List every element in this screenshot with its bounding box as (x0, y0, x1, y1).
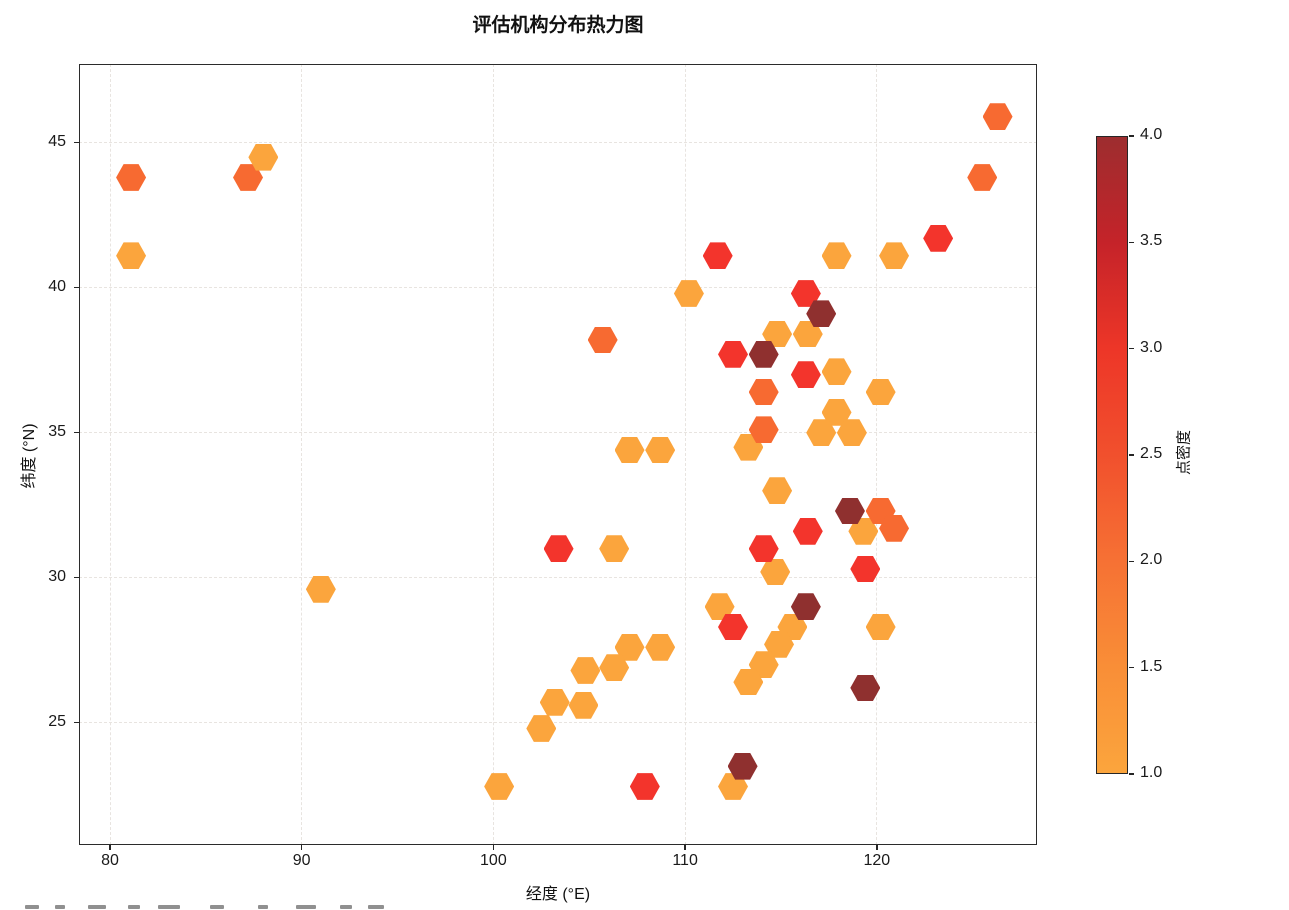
cutoff-caption-fragment (128, 905, 140, 909)
hexbin-cell (116, 242, 147, 270)
colorbar-tick-3 (1129, 347, 1134, 350)
hexbin-cell (718, 341, 749, 368)
colorbar-tick-label-2.5: 2.5 (1140, 445, 1163, 462)
chart-title: 评估机构分布热力图 (472, 15, 644, 36)
hexbin-cell (836, 419, 867, 447)
y-tick-35 (74, 431, 79, 434)
cutoff-caption-fragment (368, 905, 384, 909)
x-tick-80 (109, 845, 111, 850)
x-tick-label-90: 90 (292, 852, 311, 869)
hexbin-cell (806, 300, 837, 328)
hexbin-cell (806, 419, 837, 447)
gridline-y-25 (79, 722, 1037, 724)
colorbar-tick-2 (1129, 560, 1134, 563)
hexbin-cell (629, 773, 660, 800)
hexbin-cell (539, 689, 570, 716)
colorbar-tick-label-2: 2.0 (1140, 551, 1163, 569)
y-tick-label-25: 25 (48, 712, 66, 730)
y-axis-label: 纬度 (°N) (21, 423, 38, 489)
hexbin-cell (570, 657, 601, 684)
y-tick-30 (74, 576, 79, 579)
cutoff-caption-fragment (25, 905, 39, 909)
gridline-x-110 (684, 64, 686, 845)
hexbin-cell (967, 164, 998, 191)
gridline-y-30 (79, 577, 1037, 579)
y-tick-label-35: 35 (48, 422, 66, 440)
hexbin-cell (748, 535, 779, 563)
cutoff-caption-fragment (258, 905, 268, 909)
colorbar-tick-label-1.5: 1.5 (1140, 657, 1163, 675)
gridline-x-100 (492, 64, 494, 845)
hexbin-cell (645, 436, 676, 464)
hexbin-cell (599, 535, 630, 563)
x-tick-label-120: 120 (863, 852, 891, 869)
colorbar-tick-label-3.5: 3.5 (1140, 232, 1163, 250)
hexbin-cell (760, 558, 791, 586)
hexbin-cell (879, 242, 910, 270)
gridline-y-40 (79, 287, 1037, 289)
colorbar-tick-3.5 (1129, 241, 1134, 244)
hexbin-cell (116, 164, 147, 191)
y-tick-25 (74, 721, 79, 724)
cutoff-caption-fragment (158, 905, 180, 909)
y-tick-label-40: 40 (48, 277, 66, 295)
plot-area (79, 64, 1037, 845)
hexbin-cell (821, 242, 852, 270)
cutoff-caption-fragment (88, 905, 106, 909)
hexbin-cell (865, 613, 896, 641)
y-tick-45 (74, 141, 79, 144)
colorbar-tick-2.5 (1129, 454, 1134, 456)
hexbin-cell (587, 326, 618, 354)
hexbin-cell (526, 715, 557, 742)
colorbar-tick-label-1: 1.0 (1140, 764, 1163, 781)
hexbin-cell (673, 280, 704, 307)
x-axis-label: 经度 (°E) (525, 886, 591, 903)
colorbar-gradient (1096, 136, 1128, 774)
hexbin-cell (748, 341, 779, 368)
hexbin-cell (923, 225, 954, 252)
colorbar-tick-4 (1129, 135, 1134, 137)
hexbin-cell (614, 436, 645, 464)
hexbin-cell (982, 103, 1013, 130)
hexbin-cell (484, 773, 515, 800)
hexbin-cell (792, 517, 823, 545)
x-tick-label-80: 80 (101, 852, 119, 869)
x-tick-110 (684, 845, 686, 850)
colorbar-tick-label-3: 3.0 (1140, 338, 1163, 356)
y-tick-40 (74, 286, 79, 289)
gridline-x-80 (109, 64, 111, 845)
hexbin-cell (748, 416, 779, 444)
x-tick-90 (300, 845, 303, 850)
cutoff-caption-fragment (210, 905, 224, 909)
colorbar-tick-label-4: 4.0 (1140, 126, 1163, 143)
cutoff-caption-fragment (340, 905, 352, 909)
hexbin-cell (790, 361, 821, 389)
colorbar-tick-1 (1129, 773, 1134, 775)
hexbin-cell (762, 477, 793, 505)
gridline-y-45 (79, 142, 1037, 144)
cutoff-caption-fragment (55, 905, 65, 909)
x-tick-100 (492, 845, 495, 850)
hexbin-cell (543, 535, 574, 563)
gridline-y-35 (79, 432, 1037, 434)
x-tick-120 (876, 845, 878, 850)
hexbin-cell (645, 633, 676, 661)
hexbin-cell (305, 575, 336, 603)
y-tick-label-45: 45 (48, 132, 66, 150)
hexbin-cell (865, 378, 896, 406)
hexbin-cell (702, 242, 733, 270)
hexbin-cell (748, 378, 779, 406)
colorbar-tick-1.5 (1129, 666, 1134, 669)
hexbin-cell (821, 358, 852, 386)
x-tick-label-110: 110 (672, 852, 698, 869)
hexbin-cell (568, 691, 599, 719)
gridline-x-120 (876, 64, 878, 845)
x-tick-label-100: 100 (480, 852, 507, 869)
cutoff-caption-fragment (296, 905, 316, 909)
y-tick-label-30: 30 (48, 567, 66, 585)
gridline-x-90 (301, 64, 303, 845)
